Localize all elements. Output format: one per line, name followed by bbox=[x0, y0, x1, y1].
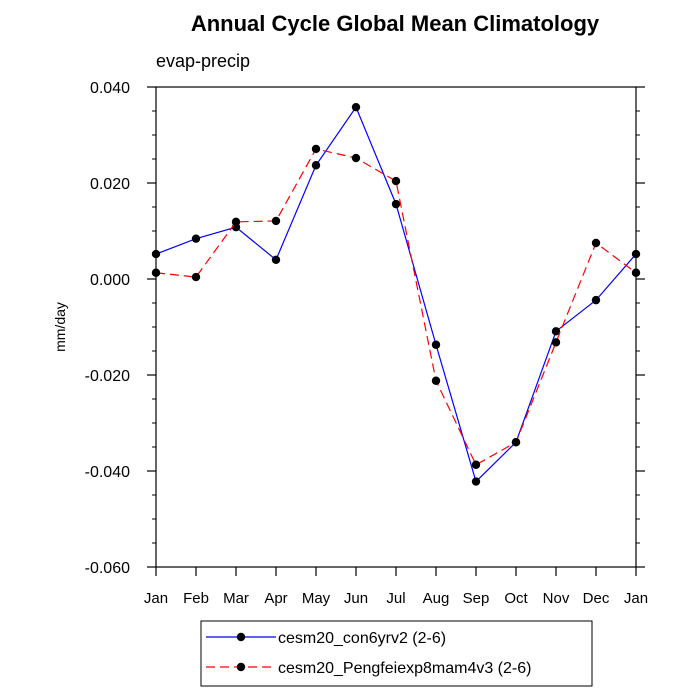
x-tick-label: Oct bbox=[504, 590, 528, 607]
series-layer bbox=[151, 102, 641, 486]
chart-title: Annual Cycle Global Mean Climatology bbox=[191, 11, 600, 36]
axes: -0.060 -0.040 -0.020 0.000 0.020 0.040 Jan Feb M… bbox=[85, 80, 648, 607]
x-tick-label: Mar bbox=[223, 590, 249, 607]
y-tick-label: -0.040 bbox=[85, 464, 130, 481]
data-point-series-2 bbox=[431, 376, 441, 385]
data-point-series-1 bbox=[271, 255, 281, 264]
chart-subtitle: evap-precip bbox=[156, 51, 250, 71]
data-point-series-2 bbox=[631, 268, 641, 277]
x-tick-label: Jul bbox=[386, 590, 405, 607]
legend: cesm20_con6yrv2 (2-6) cesm20_Pengfeiexp8… bbox=[200, 620, 593, 687]
x-tick-label: Dec bbox=[583, 590, 610, 607]
data-point-series-2 bbox=[351, 153, 361, 163]
data-point-series-1 bbox=[431, 340, 441, 349]
data-point-series-1 bbox=[551, 327, 561, 336]
legend-box bbox=[200, 620, 593, 687]
legend-marker-series-2 bbox=[236, 662, 246, 672]
x-tick-label: Apr bbox=[264, 590, 287, 607]
data-point-series-1 bbox=[151, 249, 161, 259]
legend-label-series-2: cesm20_Pengfeiexp8mam4v3 (2-6) bbox=[278, 660, 531, 677]
data-point-series-1 bbox=[591, 295, 601, 305]
data-point-series-2 bbox=[271, 216, 281, 226]
data-point-series-1 bbox=[631, 249, 641, 259]
data-point-series-2 bbox=[591, 238, 601, 248]
data-point-series-1 bbox=[191, 234, 201, 243]
legend-label-series-1: cesm20_con6yrv2 (2-6) bbox=[278, 630, 446, 647]
x-tick-label: Feb bbox=[183, 590, 209, 607]
data-point-series-1 bbox=[311, 161, 321, 170]
x-tick-label: May bbox=[302, 590, 331, 607]
x-tick-label: Jan bbox=[144, 590, 168, 607]
data-point-series-2 bbox=[391, 176, 401, 186]
data-point-series-1 bbox=[351, 102, 361, 112]
data-point-series-2 bbox=[551, 338, 561, 347]
data-point-series-2 bbox=[311, 144, 321, 154]
data-point-series-2 bbox=[231, 217, 241, 227]
y-tick-label: -0.060 bbox=[85, 560, 130, 577]
data-point-series-2 bbox=[191, 272, 201, 282]
y-tick-label: 0.020 bbox=[90, 176, 130, 193]
data-point-series-2 bbox=[471, 460, 481, 469]
plot-frame bbox=[155, 86, 637, 568]
y-tick-label: -0.020 bbox=[85, 368, 130, 385]
y-axis-label: mm/day bbox=[52, 302, 68, 352]
x-tick-label: Nov bbox=[543, 590, 570, 607]
data-point-series-1 bbox=[391, 199, 401, 209]
x-tick-label: Jan bbox=[624, 590, 648, 607]
y-tick-label: 0.040 bbox=[90, 80, 130, 97]
data-point-series-1 bbox=[471, 477, 481, 486]
x-tick-label: Sep bbox=[463, 590, 490, 607]
x-tick-label: Jun bbox=[344, 590, 368, 607]
series-line-2 bbox=[155, 148, 637, 466]
legend-marker-series-1 bbox=[236, 632, 246, 642]
y-tick-label: 0.000 bbox=[90, 272, 130, 289]
series-line-1 bbox=[155, 105, 637, 483]
x-tick-label: Aug bbox=[423, 590, 450, 607]
data-point-series-2 bbox=[511, 438, 521, 447]
data-point-series-2 bbox=[151, 268, 161, 277]
